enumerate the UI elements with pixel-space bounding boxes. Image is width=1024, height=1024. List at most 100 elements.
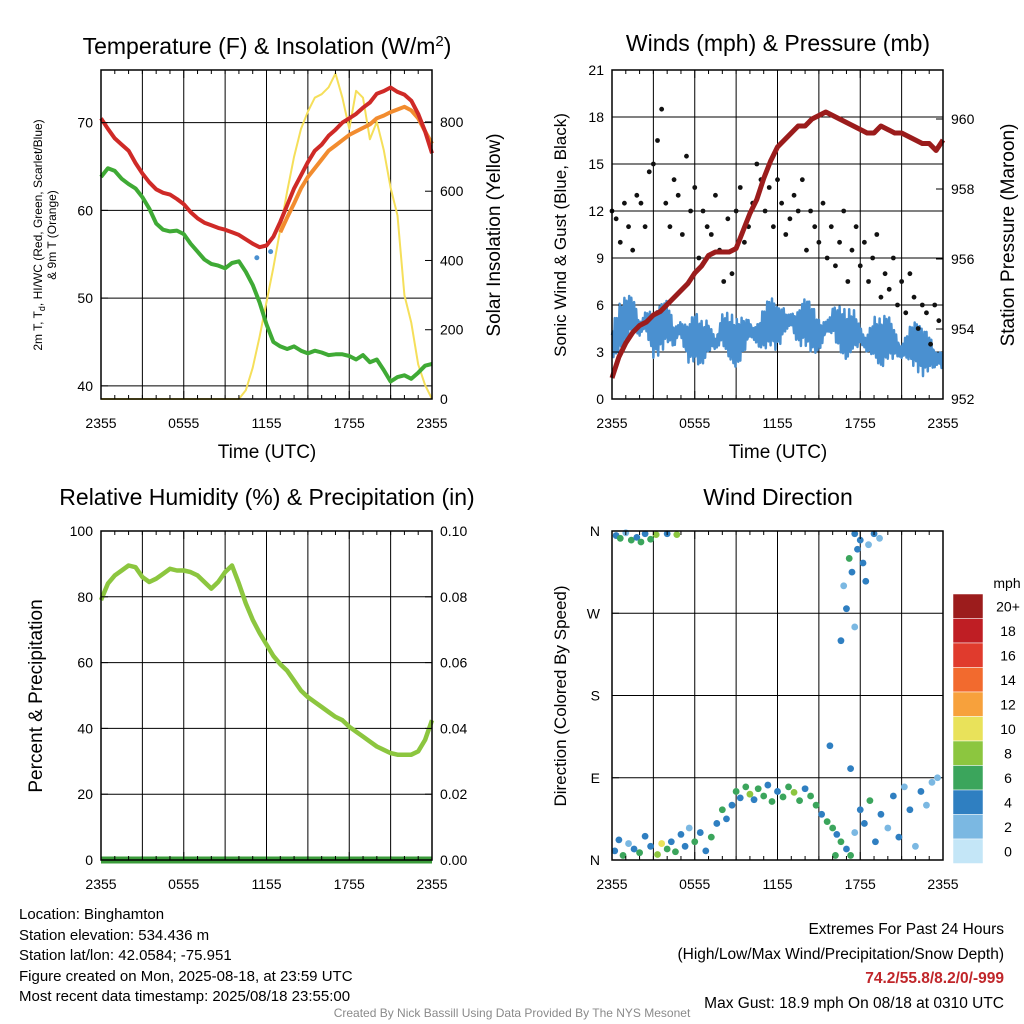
pressure-y-tick-label: 956	[951, 251, 975, 267]
wind-direction-point	[847, 765, 854, 773]
temperature-y-axis-label-line-2: & 9m T (Orange)	[45, 190, 59, 280]
wind-direction-point	[658, 840, 666, 847]
gust-point	[890, 255, 896, 261]
wind-direction-point	[923, 801, 930, 809]
gust-point	[795, 208, 801, 214]
gust-point	[650, 161, 656, 167]
wind-direction-point	[854, 545, 861, 553]
gust-point	[791, 192, 797, 198]
temperature-y2-axis-label: Solar Insolation (Yellow)	[484, 133, 505, 336]
precipitation-y-tick-label: 0.02	[440, 786, 467, 802]
colorbar-swatch	[952, 691, 984, 717]
colorbar-label: 10	[1000, 721, 1016, 737]
colorbar-swatch	[952, 618, 984, 644]
colorbar-label: 20+	[996, 598, 1020, 614]
temperature-x-tick-label: 2355	[85, 415, 116, 431]
wind-direction-point	[723, 815, 730, 823]
gust-point	[663, 200, 669, 206]
wind-direction-x-tick-label: 2355	[927, 876, 958, 892]
winds-x-axis-label: Time (UTC)	[729, 442, 828, 463]
gust-point	[886, 286, 892, 292]
pressure-y-tick-label: 954	[951, 321, 975, 337]
gust-point	[828, 224, 834, 230]
wind-direction-point	[691, 838, 699, 846]
series-line-2m-t	[99, 85, 434, 250]
precipitation-y-tick-label: 0.06	[440, 655, 467, 671]
wind-direction-y-tick-label: W	[587, 605, 601, 621]
winds-x-tick-label: 1155	[762, 415, 792, 431]
gust-point	[816, 239, 822, 245]
temperature-x-axis-label: Time (UTC)	[218, 442, 317, 463]
colorbar-swatch	[952, 667, 984, 693]
gust-point	[626, 224, 631, 230]
wind-direction-point	[654, 851, 661, 858]
wind-direction-point	[641, 530, 649, 538]
wind-direction-point	[889, 792, 897, 800]
temperature-y-tick-label: 60	[77, 202, 93, 218]
gust-point	[932, 302, 938, 308]
wind-direction-point	[647, 842, 655, 850]
winds-y-tick-label: 21	[588, 62, 604, 78]
colorbar-label: 6	[1004, 770, 1012, 786]
colorbar-swatch	[952, 740, 984, 766]
wind-direction-point	[702, 847, 710, 855]
gust-point	[928, 341, 933, 347]
temperature-title: Temperature (F) & Insolation (W/m2)	[83, 33, 452, 59]
wind-direction-point	[754, 785, 762, 793]
wind-direction-point	[829, 824, 837, 832]
gust-point	[895, 302, 900, 308]
wind-direction-point	[845, 555, 853, 562]
gust-point	[725, 216, 731, 222]
gust-point	[737, 185, 743, 190]
temperature-x-tick-label: 1155	[251, 415, 281, 431]
gust-point	[812, 224, 818, 230]
speed-colorbar: mph 20+ 18 16 14 12 10 8 6 4 2 0	[952, 575, 1021, 864]
wind-direction-point	[696, 829, 704, 836]
wind-direction-point	[774, 788, 781, 795]
humidity-y-axis-label: Percent & Precipitation	[26, 599, 47, 792]
wind-direction-point	[672, 848, 679, 856]
winds-y2-axis-label: Station Pressure (Maroon)	[998, 124, 1019, 347]
insolation-y-tick-label: 0	[440, 391, 448, 407]
colorbar-swatch	[952, 642, 984, 668]
temperature-y-label-part-2: , HI/WC (Red, Green, Scarlet/Blue)	[31, 119, 45, 306]
wind-direction-point	[713, 820, 721, 827]
wind-direction-x-tick-label: 0555	[679, 876, 710, 892]
wind-direction-point	[812, 801, 820, 809]
gust-point	[775, 177, 780, 183]
wind-direction-point	[728, 801, 736, 809]
wind-direction-point	[652, 531, 660, 539]
gust-point	[845, 279, 851, 284]
wind-direction-point	[785, 783, 792, 791]
wind-direction-panel: Wind Direction 2355 0555 1155 1755 2355 N E S W N…	[551, 484, 1021, 892]
gust-point	[907, 271, 913, 277]
elevation-text: Station elevation: 534.436 m	[19, 926, 210, 944]
wind-direction-point	[860, 820, 868, 827]
wind-direction-point	[707, 833, 715, 841]
temperature-title-close: )	[444, 33, 452, 59]
colorbar-swatch	[952, 765, 984, 791]
humidity-x-tick-label: 2355	[416, 876, 447, 892]
wind-direction-point	[801, 785, 809, 793]
gust-point	[841, 208, 847, 214]
gust-point	[833, 263, 838, 269]
gust-point	[613, 216, 619, 222]
gust-point	[675, 192, 681, 198]
wind-direction-point	[934, 774, 941, 782]
winds-y-tick-label: 3	[596, 344, 604, 360]
gust-point	[936, 318, 942, 324]
wind-direction-point	[906, 806, 914, 814]
series-line-solar-insolation	[101, 72, 433, 400]
humidity-y-tick-label: 100	[70, 523, 94, 539]
colorbar-label: 0	[1004, 843, 1012, 859]
wind-direction-x-tick-label: 2355	[596, 876, 627, 892]
wind-direction-point	[843, 845, 850, 853]
winds-x-tick-label: 1755	[845, 415, 876, 431]
wind-direction-point	[736, 794, 744, 802]
gust-point	[622, 200, 627, 206]
wind-direction-point	[851, 623, 859, 631]
wind-direction-point	[912, 842, 919, 850]
temperature-title-superscript: 2	[435, 33, 443, 50]
wind-direction-point	[673, 531, 681, 539]
winds-y-tick-label: 0	[596, 391, 604, 407]
